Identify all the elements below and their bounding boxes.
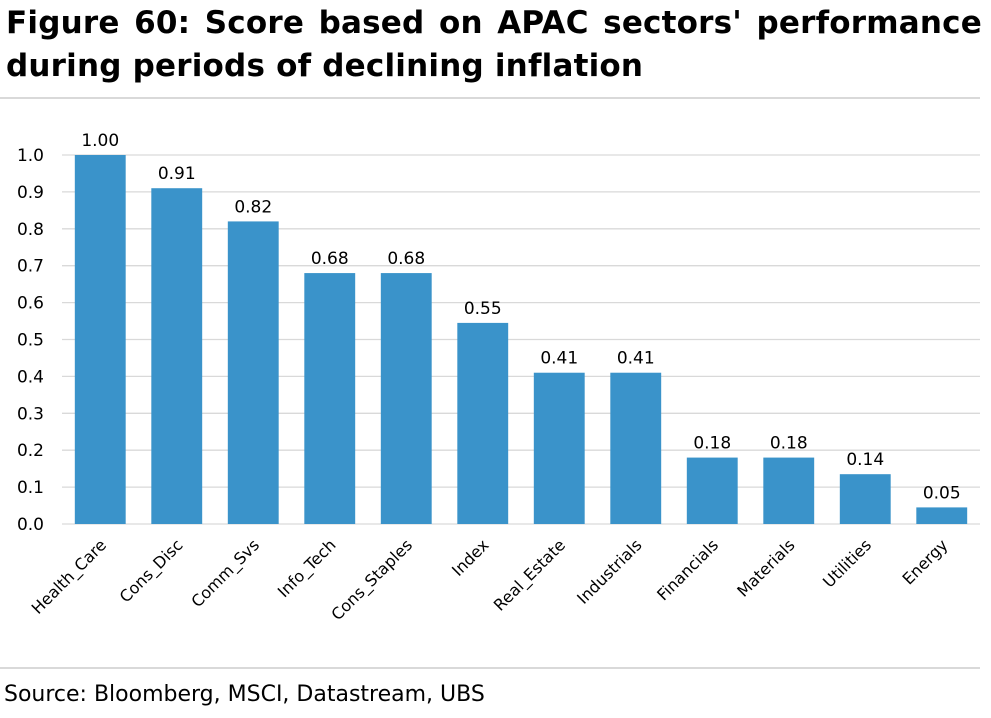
x-tick-label: Financials — [653, 535, 722, 604]
bar — [304, 273, 356, 524]
y-tick-label: 0.9 — [17, 183, 44, 203]
bar — [457, 322, 509, 524]
data-label: 0.05 — [923, 483, 961, 503]
data-label: 0.41 — [540, 349, 578, 369]
x-tick-label: Energy — [899, 535, 952, 588]
data-label: 0.91 — [158, 164, 196, 184]
y-tick-label: 0.2 — [17, 441, 44, 461]
y-tick-label: 0.6 — [17, 294, 44, 314]
source-note: Source: Bloomberg, MSCI, Datastream, UBS — [4, 682, 485, 707]
x-tick-label: Info_Tech — [274, 535, 341, 602]
x-tick-label: Materials — [733, 535, 798, 600]
y-tick-label: 0.5 — [17, 331, 44, 351]
data-label: 0.18 — [693, 434, 731, 454]
data-label: 0.41 — [617, 349, 655, 369]
data-label: 0.18 — [770, 434, 808, 454]
data-label: 0.68 — [387, 249, 425, 269]
y-tick-label: 0.7 — [17, 257, 44, 277]
bar — [533, 372, 585, 524]
x-tick-label: Index — [448, 535, 493, 580]
y-tick-label: 1.0 — [17, 146, 44, 166]
y-tick-label: 0.1 — [17, 478, 44, 498]
x-tick-label: Cons_Staples — [327, 535, 416, 624]
x-tick-label: Health_Care — [28, 535, 111, 618]
bar — [839, 474, 891, 524]
bar — [227, 221, 279, 525]
chart-title: Figure 60: Score based on APAC sectors' … — [6, 5, 982, 84]
bar — [151, 188, 203, 524]
bar — [916, 507, 968, 524]
bar — [763, 457, 815, 524]
top-divider — [0, 97, 980, 99]
data-label: 0.68 — [311, 249, 349, 269]
x-tick-label: Comm_Svs — [187, 535, 263, 611]
x-tick-label: Utilities — [819, 535, 875, 591]
y-tick-label: 0.4 — [17, 367, 44, 387]
y-tick-label: 0.8 — [17, 220, 44, 240]
bar — [610, 372, 662, 524]
data-label: 1.00 — [81, 131, 119, 151]
y-tick-label: 0.3 — [17, 404, 44, 424]
y-tick-label: 0.0 — [17, 515, 44, 535]
data-label: 0.82 — [234, 197, 272, 217]
data-label: 0.14 — [846, 450, 884, 470]
data-label: 0.55 — [464, 299, 502, 319]
bar — [686, 457, 738, 524]
x-tick-label: Industrials — [573, 535, 645, 607]
bar — [74, 155, 126, 524]
bar — [380, 273, 432, 524]
x-tick-label: Real_Estate — [490, 535, 570, 615]
bottom-divider — [0, 667, 980, 669]
x-tick-label: Cons_Disc — [116, 535, 188, 607]
